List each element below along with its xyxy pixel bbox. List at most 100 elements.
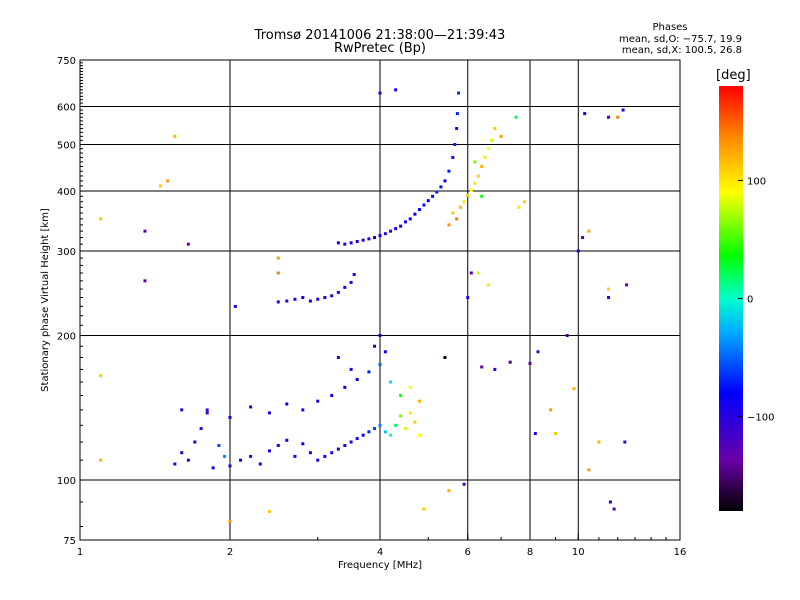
data-point (517, 205, 521, 209)
data-point (469, 271, 473, 275)
data-point (453, 143, 457, 147)
data-point (267, 449, 271, 453)
chart-subtitle: RwPretec (Bp) (333, 41, 427, 56)
colorbar-tick-label: −100 (747, 413, 774, 424)
data-point (349, 280, 353, 284)
data-point (316, 399, 320, 403)
data-point (607, 115, 611, 119)
data-point (473, 181, 477, 185)
data-point (403, 427, 407, 431)
data-point (439, 185, 443, 189)
data-point (228, 519, 232, 523)
data-point (361, 433, 365, 437)
data-point (383, 232, 387, 236)
data-point (378, 234, 382, 238)
data-point (549, 408, 553, 412)
data-point (323, 454, 327, 458)
data-point (143, 279, 147, 283)
data-point (330, 294, 334, 298)
data-point (267, 411, 271, 415)
data-point (173, 134, 177, 138)
data-point (301, 442, 305, 446)
data-point (508, 360, 512, 364)
data-point (352, 273, 356, 277)
data-point (343, 242, 347, 246)
data-point (486, 283, 490, 287)
x-tick-label: 16 (674, 547, 687, 558)
data-point (367, 237, 371, 241)
data-point (205, 411, 209, 415)
data-point (99, 458, 103, 462)
data-point (493, 367, 497, 371)
data-point (480, 194, 484, 198)
data-point (367, 370, 371, 374)
data-point (422, 507, 426, 511)
data-point (399, 224, 403, 228)
x-tick-label: 8 (527, 547, 533, 558)
data-point (399, 414, 403, 418)
data-point (486, 147, 490, 151)
data-point (285, 438, 289, 442)
axes: 1 2 4 6 8 10 16 75 100 200 300 400 500 600 750 (57, 56, 686, 558)
y-tick-label: 600 (57, 103, 76, 114)
data-point (293, 297, 297, 301)
data-point (553, 432, 557, 436)
data-point (469, 188, 473, 192)
data-point (343, 385, 347, 389)
data-point (413, 420, 417, 424)
stats-o-mode: mean, sd,O: −75.7, 19.9 (619, 34, 742, 45)
data-point (458, 205, 462, 209)
data-point (367, 430, 371, 434)
data-point (480, 164, 484, 168)
data-points (99, 88, 629, 523)
data-point (349, 440, 353, 444)
data-point (173, 462, 177, 466)
data-point (158, 184, 162, 188)
data-point (276, 271, 280, 275)
data-point (455, 126, 459, 130)
data-point (373, 427, 377, 431)
data-point (587, 468, 591, 472)
data-point (394, 88, 398, 92)
data-point (336, 447, 340, 451)
data-point (239, 458, 243, 462)
data-point (267, 509, 271, 513)
data-point (389, 229, 393, 233)
data-point (572, 387, 576, 391)
colorbar-tick-label: 100 (747, 176, 766, 187)
data-point (383, 430, 387, 434)
data-point (199, 427, 203, 431)
data-point (447, 489, 451, 493)
data-point (466, 193, 470, 197)
data-point (466, 296, 470, 300)
data-point (228, 415, 232, 419)
data-point (186, 242, 190, 246)
grid-lines (80, 60, 680, 540)
data-point (408, 385, 412, 389)
data-point (285, 402, 289, 406)
data-point (211, 466, 215, 470)
data-point (612, 507, 616, 511)
data-point (581, 236, 585, 240)
x-tick-label: 6 (465, 547, 471, 558)
data-point (336, 290, 340, 294)
data-point (355, 437, 359, 441)
data-point (394, 423, 398, 427)
data-point (417, 433, 421, 437)
data-point (378, 334, 382, 338)
data-point (607, 296, 611, 300)
data-point (99, 217, 103, 221)
data-point (249, 405, 253, 409)
x-tick-label: 2 (227, 547, 233, 558)
y-tick-label: 75 (63, 536, 76, 547)
data-point (223, 454, 227, 458)
data-point (408, 411, 412, 415)
x-tick-label: 4 (377, 547, 383, 558)
data-point (143, 229, 147, 233)
data-point (285, 299, 289, 303)
data-point (336, 241, 340, 245)
data-point (383, 350, 387, 354)
data-point (373, 236, 377, 240)
data-point (301, 408, 305, 412)
